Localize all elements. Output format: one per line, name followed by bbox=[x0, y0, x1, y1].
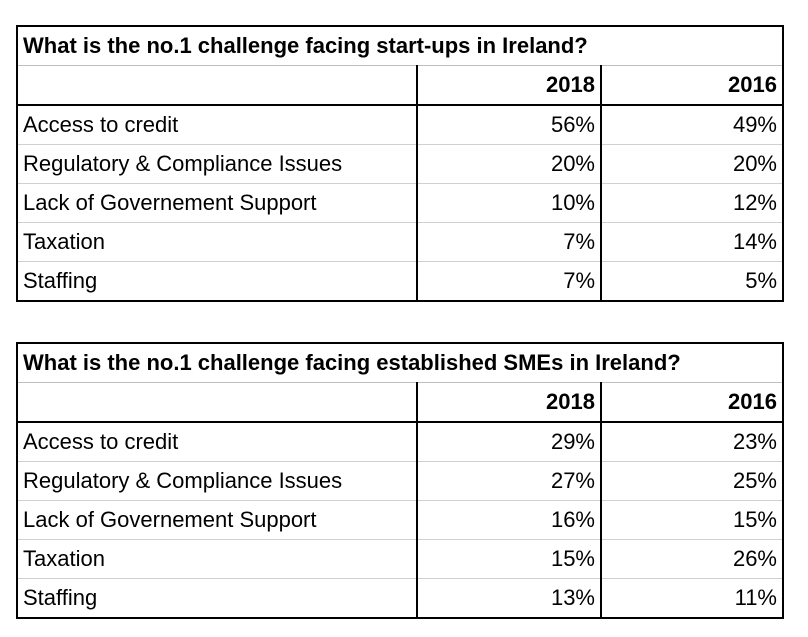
table-row: Taxation 7% 14% bbox=[16, 222, 784, 262]
table-row: Lack of Governement Support 10% 12% bbox=[16, 183, 784, 223]
row-label: Staffing bbox=[16, 261, 418, 302]
startups-table: What is the no.1 challenge facing start-… bbox=[16, 25, 784, 302]
value-2016: 26% bbox=[601, 539, 784, 579]
header-empty-cell bbox=[16, 382, 418, 423]
column-header-2016: 2016 bbox=[601, 382, 784, 423]
table-row: Regulatory & Compliance Issues 20% 20% bbox=[16, 144, 784, 184]
value-2016: 14% bbox=[601, 222, 784, 262]
table-title: What is the no.1 challenge facing start-… bbox=[16, 25, 784, 66]
value-2016: 25% bbox=[601, 461, 784, 501]
value-2016: 49% bbox=[601, 105, 784, 145]
header-empty-cell bbox=[16, 65, 418, 106]
table-row: Lack of Governement Support 16% 15% bbox=[16, 500, 784, 540]
column-header-2016: 2016 bbox=[601, 65, 784, 106]
column-header-2018: 2018 bbox=[417, 65, 602, 106]
smes-table: What is the no.1 challenge facing establ… bbox=[16, 342, 784, 619]
row-label: Lack of Governement Support bbox=[16, 183, 418, 223]
table-row: Regulatory & Compliance Issues 27% 25% bbox=[16, 461, 784, 501]
row-label: Taxation bbox=[16, 539, 418, 579]
row-label: Staffing bbox=[16, 578, 418, 619]
value-2018: 16% bbox=[417, 500, 602, 540]
table-row: Access to credit 56% 49% bbox=[16, 105, 784, 145]
table-row: Staffing 7% 5% bbox=[16, 261, 784, 302]
row-label: Regulatory & Compliance Issues bbox=[16, 144, 418, 184]
table-title: What is the no.1 challenge facing establ… bbox=[16, 342, 784, 383]
row-label: Regulatory & Compliance Issues bbox=[16, 461, 418, 501]
table-row: Access to credit 29% 23% bbox=[16, 422, 784, 462]
value-2018: 7% bbox=[417, 222, 602, 262]
row-label: Lack of Governement Support bbox=[16, 500, 418, 540]
table-row: Taxation 15% 26% bbox=[16, 539, 784, 579]
value-2016: 11% bbox=[601, 578, 784, 619]
table-row: Staffing 13% 11% bbox=[16, 578, 784, 619]
column-header-2018: 2018 bbox=[417, 382, 602, 423]
value-2018: 7% bbox=[417, 261, 602, 302]
value-2018: 10% bbox=[417, 183, 602, 223]
value-2018: 56% bbox=[417, 105, 602, 145]
value-2018: 13% bbox=[417, 578, 602, 619]
value-2018: 29% bbox=[417, 422, 602, 462]
row-label: Access to credit bbox=[16, 105, 418, 145]
value-2016: 12% bbox=[601, 183, 784, 223]
value-2018: 20% bbox=[417, 144, 602, 184]
value-2018: 27% bbox=[417, 461, 602, 501]
row-label: Taxation bbox=[16, 222, 418, 262]
value-2018: 15% bbox=[417, 539, 602, 579]
value-2016: 5% bbox=[601, 261, 784, 302]
value-2016: 23% bbox=[601, 422, 784, 462]
row-label: Access to credit bbox=[16, 422, 418, 462]
value-2016: 15% bbox=[601, 500, 784, 540]
value-2016: 20% bbox=[601, 144, 784, 184]
